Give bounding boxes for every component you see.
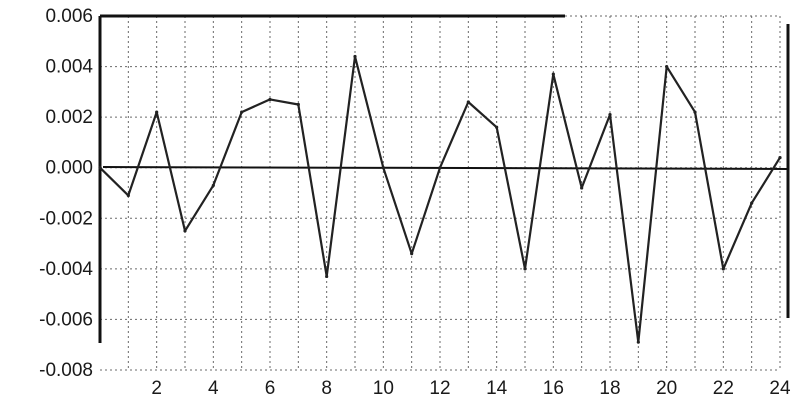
data-point xyxy=(750,201,754,205)
data-point xyxy=(126,193,130,198)
data-point xyxy=(495,125,499,129)
x-tick-label: 16 xyxy=(543,378,564,399)
data-point xyxy=(183,229,187,233)
zero-baseline xyxy=(102,166,789,170)
data-point xyxy=(155,110,159,114)
y-axis-ticks: 0.006 0.004 0.002 0.000 -0.002 -0.004 -0.006 -0… xyxy=(39,6,93,381)
data-point xyxy=(693,110,697,114)
x-tick-label: 12 xyxy=(429,378,450,399)
x-tick-label: 10 xyxy=(373,378,394,399)
data-point xyxy=(438,166,442,170)
data-point xyxy=(268,97,272,102)
grid-lines xyxy=(100,15,781,371)
x-tick-label: 18 xyxy=(599,378,620,399)
y-tick-label: -0.002 xyxy=(39,208,93,229)
y-tick-label: 0.004 xyxy=(45,57,93,78)
data-point xyxy=(410,252,414,256)
x-tick-label: 14 xyxy=(486,378,508,399)
x-tick-label: 8 xyxy=(321,378,332,399)
data-point xyxy=(551,72,555,76)
series-line xyxy=(98,55,782,344)
data-point xyxy=(353,54,357,59)
data-point xyxy=(665,64,669,69)
data-point xyxy=(608,113,612,117)
y-tick-label: 0.006 xyxy=(45,6,93,27)
x-tick-label: 22 xyxy=(713,378,734,399)
y-tick-label: 0.000 xyxy=(45,158,93,179)
x-tick-label: 24 xyxy=(769,378,791,399)
x-tick-label: 6 xyxy=(265,378,276,399)
x-tick-label: 20 xyxy=(656,378,677,399)
x-tick-label: 2 xyxy=(151,378,162,399)
data-point xyxy=(296,102,300,107)
data-point xyxy=(466,100,470,104)
x-tick-label: 4 xyxy=(208,378,219,399)
data-point xyxy=(381,166,385,170)
data-point xyxy=(778,156,782,160)
x-axis-ticks: 2 4 6 8 10 12 14 16 18 20 22 24 xyxy=(151,378,791,399)
data-point xyxy=(211,183,215,188)
data-point xyxy=(240,110,244,114)
y-tick-label: -0.004 xyxy=(39,259,93,280)
data-point xyxy=(98,166,102,170)
data-point xyxy=(636,340,640,344)
data-point xyxy=(721,267,725,271)
data-series xyxy=(98,54,782,344)
y-tick-label: -0.006 xyxy=(39,309,93,330)
data-point xyxy=(523,267,527,271)
data-point xyxy=(325,274,329,279)
y-tick-label: 0.002 xyxy=(45,107,93,128)
plot-frame xyxy=(98,14,790,343)
y-tick-label: -0.008 xyxy=(39,360,93,381)
data-point xyxy=(580,186,584,190)
